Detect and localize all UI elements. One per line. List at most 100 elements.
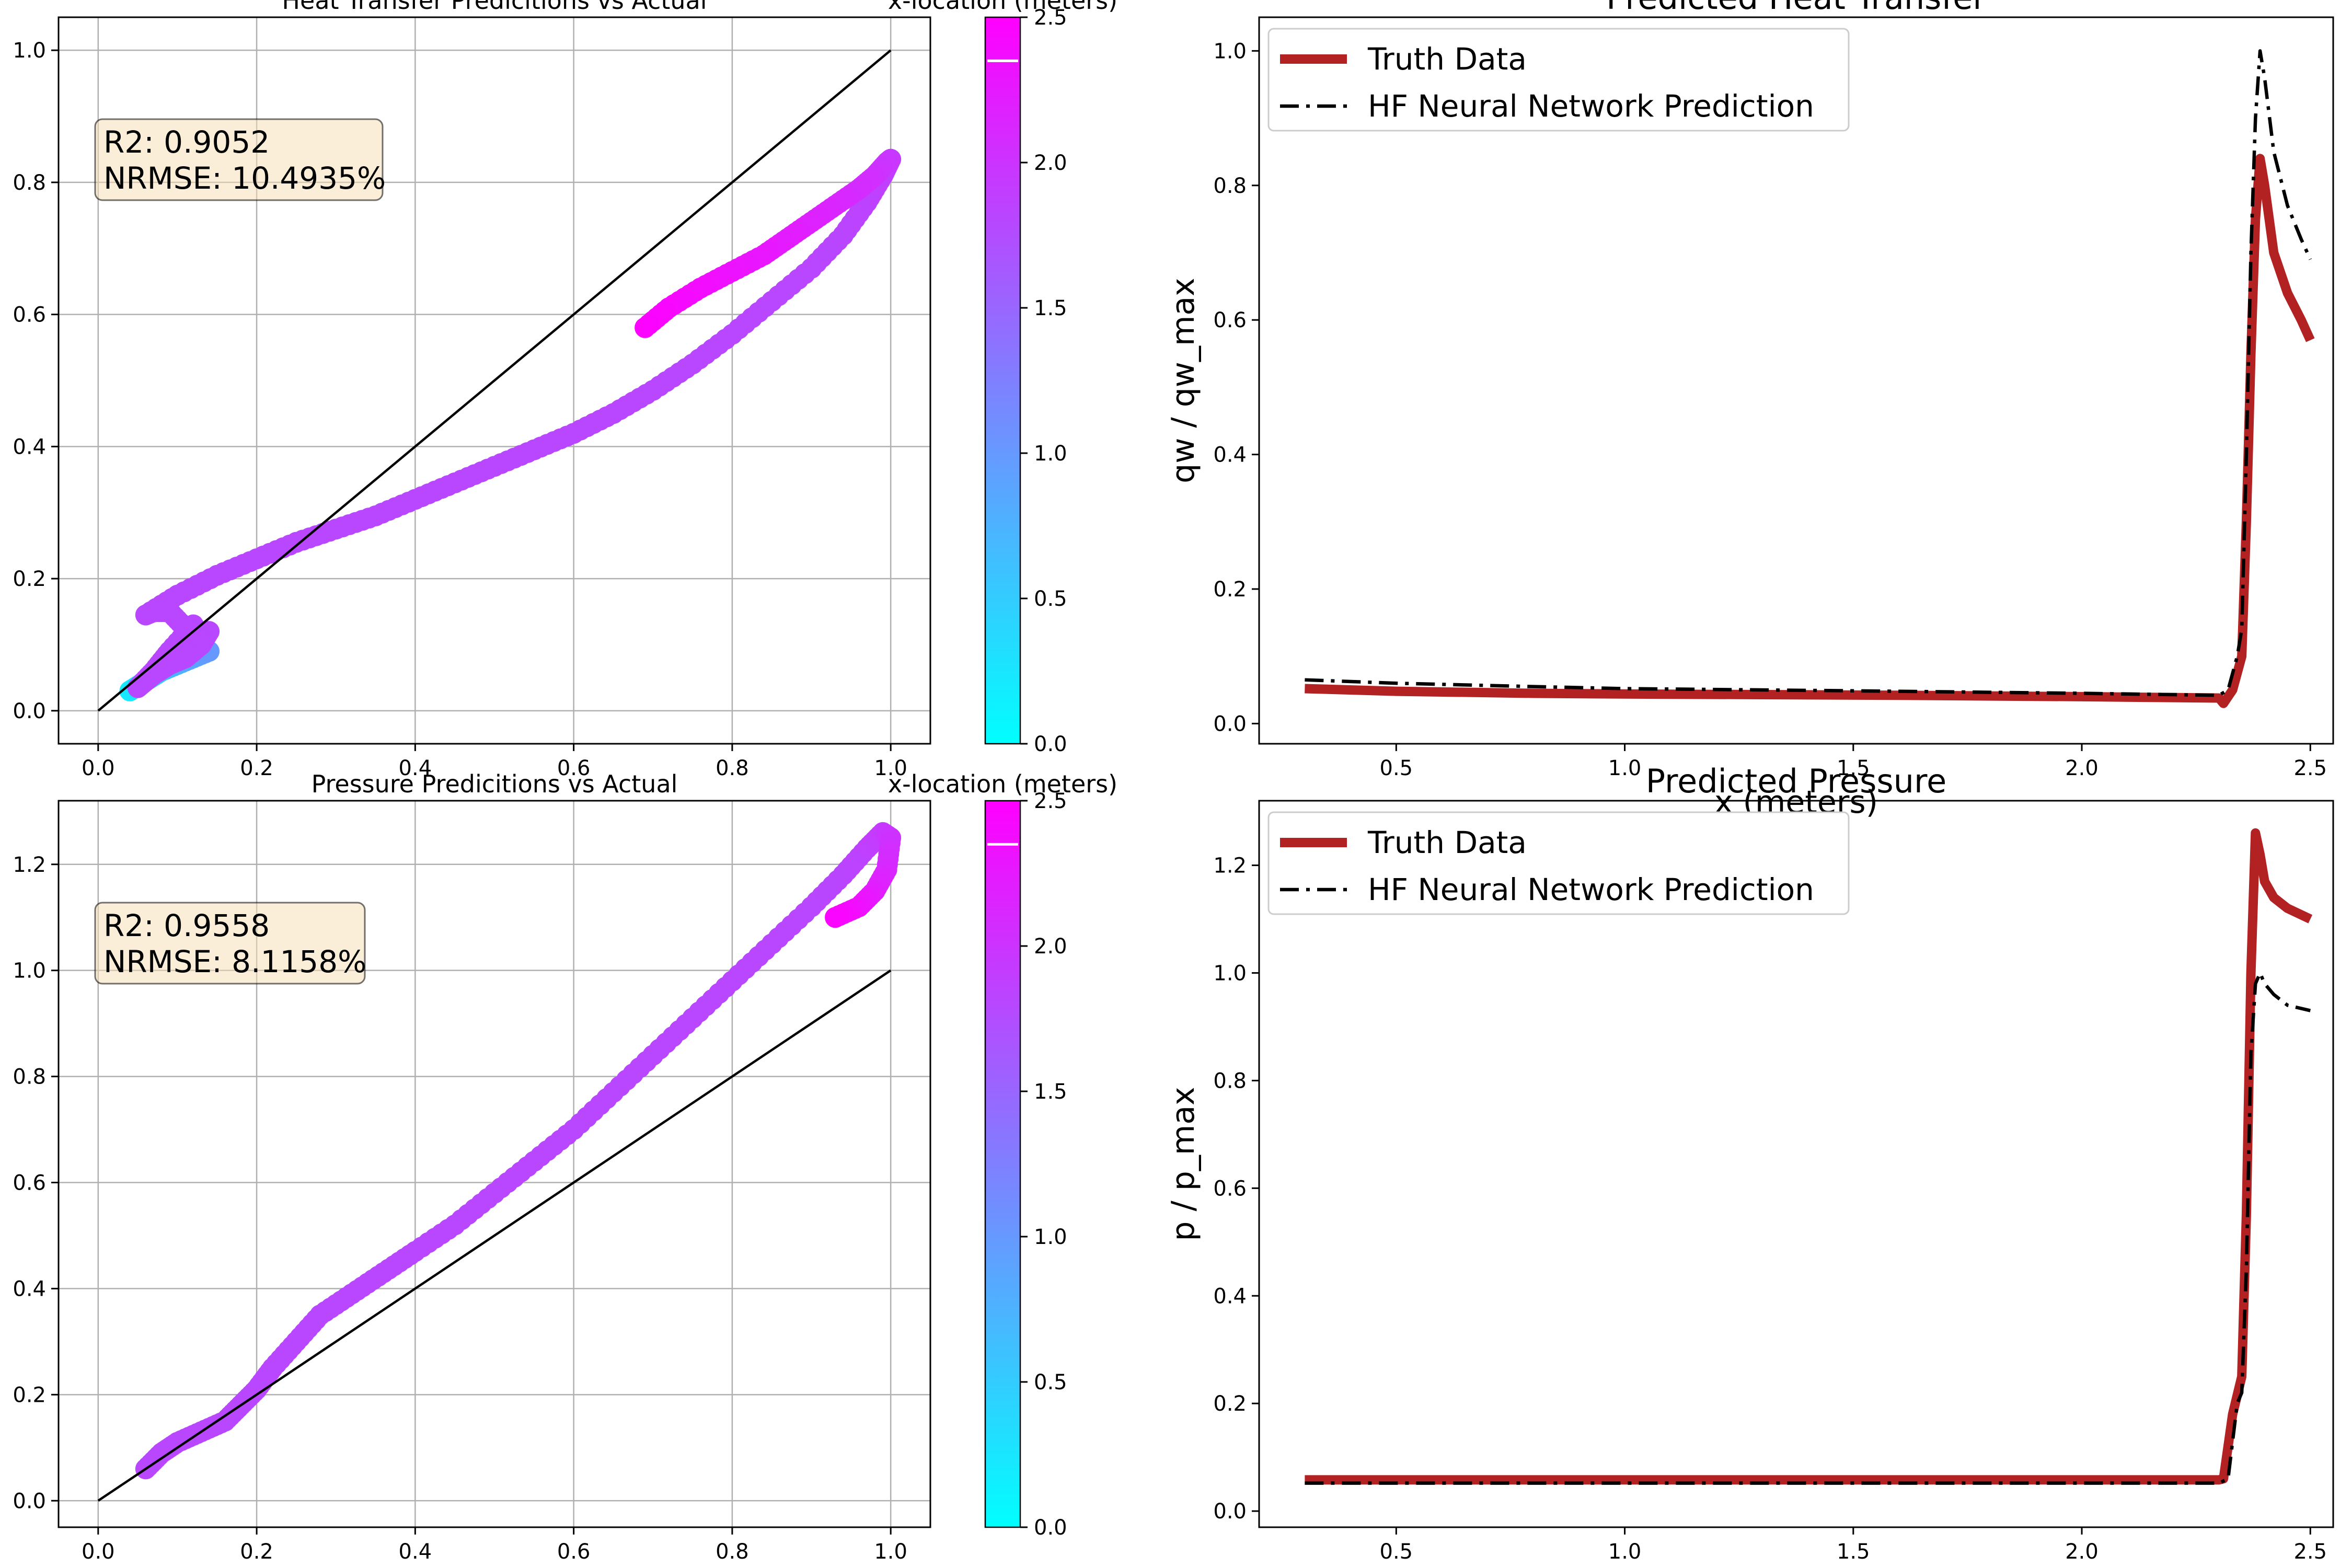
- x-tick-label: 0.4: [399, 756, 432, 780]
- y-tick-label: 1.0: [1213, 39, 1247, 63]
- x-tick-label: 0.0: [82, 756, 115, 780]
- y-tick-label: 0.4: [1213, 1284, 1247, 1308]
- legend-label-2: HF Neural Network Prediction: [1368, 872, 1814, 907]
- panel-4: 0.5 1.0 1.5 2.0 2.5 0.0 0.2 0.4 0.6 0.8 1.0 1.2 Pred…: [1165, 762, 2334, 1564]
- y-tick-label: 0.6: [13, 303, 46, 327]
- axes-frame: [1258, 800, 2334, 1528]
- reference-line: [97, 49, 892, 712]
- scatter-point: [825, 907, 846, 928]
- x-tick-label: 0.4: [399, 1540, 432, 1564]
- panel-2: 0.51.01.52.02.50.00.20.40.60.81.0Predict…: [1165, 0, 2334, 821]
- stats-r2: R2: 0.9052: [103, 124, 270, 160]
- y-tick-label: 0.6: [13, 1171, 46, 1195]
- y-tick-label: 0.4: [13, 1277, 46, 1301]
- series-line-1: [1305, 154, 2315, 708]
- y-tick-label: 0.0: [1213, 712, 1247, 736]
- legend-box: [1267, 811, 1850, 915]
- series-line-2: [1305, 49, 2312, 697]
- plot-area: [97, 49, 902, 712]
- x-tick-label: 1.0: [874, 756, 907, 780]
- x-tick-label: 0.0: [82, 1540, 115, 1564]
- x-tick-label: 1.0: [874, 1540, 907, 1564]
- legend-label-1: Truth Data: [1367, 825, 1527, 860]
- colorbar-tick-label: 0.0: [1034, 732, 1067, 756]
- chart-title: Predicted Heat Transfer: [1606, 0, 1986, 17]
- y-tick-label: 0.2: [13, 1383, 46, 1407]
- x-tick-label: 1.0: [1608, 756, 1642, 780]
- colorbar-tick-label: 0.5: [1034, 1370, 1067, 1394]
- x-tick-label: 2.5: [2293, 1540, 2327, 1564]
- stats-box: [94, 118, 384, 201]
- scatter-point: [635, 317, 656, 338]
- y-axis-label: qw / qw_max: [1165, 278, 1202, 483]
- colorbar-label: x-location (meters): [888, 770, 1117, 798]
- y-axis-label: p / p_max: [1165, 1087, 1202, 1241]
- stats-r2: R2: 0.9558: [103, 908, 270, 943]
- axes-frame: [57, 16, 931, 745]
- chart-title: Pressure Predicitions vs Actual: [312, 770, 678, 798]
- y-tick-label: 1.0: [13, 39, 46, 63]
- y-tick-label: 0.6: [1213, 1177, 1247, 1201]
- y-tick-label: 1.0: [13, 959, 46, 983]
- y-tick-label: 0.4: [13, 435, 46, 459]
- colorbar-tick-label: 0.0: [1034, 1516, 1067, 1540]
- y-tick-label: 0.4: [1213, 443, 1247, 467]
- panel-3: 0.0 0.2 0.4 0.6 0.8 1.0 0.0 0.2 0.4 0.6 0.8 1.0 1.2 P…: [13, 770, 1117, 1564]
- axes-frame: [57, 800, 931, 1528]
- x-tick-label: 0.6: [557, 756, 591, 780]
- stats-nrmse: NRMSE: 10.4935%: [103, 160, 386, 196]
- legend-label-2: HF Neural Network Prediction: [1368, 88, 1814, 124]
- y-tick-label: 0.8: [1213, 174, 1247, 198]
- y-tick-label: 0.0: [1213, 1500, 1247, 1524]
- y-tick-label: 0.2: [1213, 578, 1247, 602]
- y-tick-label: 1.2: [1213, 854, 1247, 878]
- legend-label-1: Truth Data: [1367, 41, 1527, 77]
- colorbar-tick-label: 2.0: [1034, 151, 1067, 175]
- y-tick-label: 0.0: [13, 699, 46, 723]
- x-tick-label: 0.2: [240, 1540, 273, 1564]
- stats-nrmse: NRMSE: 8.1158%: [103, 944, 366, 979]
- y-tick-label: 0.8: [13, 171, 46, 195]
- colorbar: [984, 16, 1021, 745]
- y-tick-label: 1.2: [13, 853, 46, 877]
- x-tick-label: 0.5: [1380, 1540, 1413, 1564]
- y-tick-label: 0.6: [1213, 308, 1247, 332]
- series-line-1: [1305, 828, 2313, 1485]
- plot-area: [97, 822, 902, 1502]
- series-line-2: [1305, 971, 2311, 1485]
- colorbar-tick-label: 2.0: [1034, 935, 1067, 959]
- colorbar-tick-label: 1.0: [1034, 1225, 1067, 1249]
- panel-1: 0.0 0.2 0.4 0.6 0.8 1.0 0.0 0.2 0.4 0.6 0.8 1.0 Heat…: [13, 0, 1117, 780]
- colorbar-label: x-location (meters): [888, 0, 1117, 15]
- x-tick-label: 2.0: [2065, 756, 2099, 780]
- colorbar-tick-label: 1.0: [1034, 442, 1067, 466]
- colorbar-tick-label: 0.5: [1034, 587, 1067, 611]
- y-tick-label: 0.8: [1213, 1069, 1247, 1093]
- colorbar-tick-label: 2.5: [1034, 789, 1067, 813]
- plot-area: [1305, 49, 2315, 708]
- x-tick-label: 0.2: [240, 756, 273, 780]
- x-tick-label: 1.0: [1608, 1540, 1642, 1564]
- chart-title: Predicted Pressure: [1646, 762, 1947, 800]
- colorbar-tick-label: 2.5: [1034, 6, 1067, 30]
- x-tick-label: 0.8: [716, 1540, 749, 1564]
- colorbar-tick-label: 1.5: [1034, 296, 1067, 320]
- x-tick-label: 1.5: [1837, 1540, 1870, 1564]
- x-tick-label: 2.0: [2065, 1540, 2099, 1564]
- legend-box: [1267, 28, 1850, 132]
- colorbar-tick-label: 1.5: [1034, 1080, 1067, 1104]
- chart-title: Heat Transfer Predicitions vs Actual: [282, 0, 707, 15]
- x-tick-label: 0.6: [557, 1540, 591, 1564]
- y-tick-label: 0.2: [13, 567, 46, 591]
- y-tick-label: 0.2: [1213, 1392, 1247, 1416]
- axes-frame: [1258, 16, 2334, 745]
- y-tick-label: 0.8: [13, 1065, 46, 1089]
- stats-box: [94, 902, 366, 985]
- x-tick-label: 0.8: [716, 756, 749, 780]
- y-tick-label: 0.0: [13, 1489, 46, 1513]
- x-tick-label: 1.5: [1837, 756, 1870, 780]
- plot-area: [1305, 828, 2313, 1485]
- x-tick-label: 2.5: [2293, 756, 2327, 780]
- y-tick-label: 1.0: [1213, 961, 1247, 985]
